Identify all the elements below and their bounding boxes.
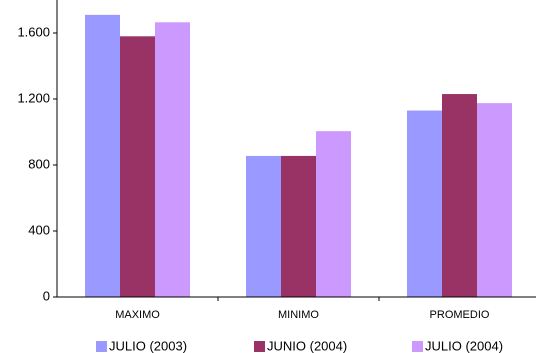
- legend-swatch: [412, 341, 423, 352]
- bar: [120, 36, 155, 298]
- bar: [316, 131, 351, 297]
- y-tick-label: 0: [43, 288, 50, 303]
- bar: [155, 22, 190, 298]
- bar: [281, 155, 316, 297]
- x-tick-label: MAXIMO: [115, 309, 160, 321]
- x-tick-label: MINIMO: [278, 309, 319, 321]
- y-tick-label: 1.200: [17, 90, 50, 105]
- legend-label: JULIO (2003): [109, 338, 187, 353]
- bar: [407, 110, 442, 297]
- bar: [442, 94, 477, 297]
- legend-label: JUNIO (2004): [267, 338, 347, 353]
- legend-swatch: [254, 341, 265, 352]
- x-tick-label: PROMEDIO: [430, 309, 490, 321]
- bar: [85, 14, 120, 297]
- y-tick-label: 1.600: [17, 24, 50, 39]
- y-tick-label: 800: [28, 156, 50, 171]
- legend-swatch: [96, 341, 107, 352]
- bar: [477, 103, 512, 297]
- bar: [246, 155, 281, 297]
- legend-label: JULIO (2004): [425, 338, 503, 353]
- y-tick-label: 400: [28, 222, 50, 237]
